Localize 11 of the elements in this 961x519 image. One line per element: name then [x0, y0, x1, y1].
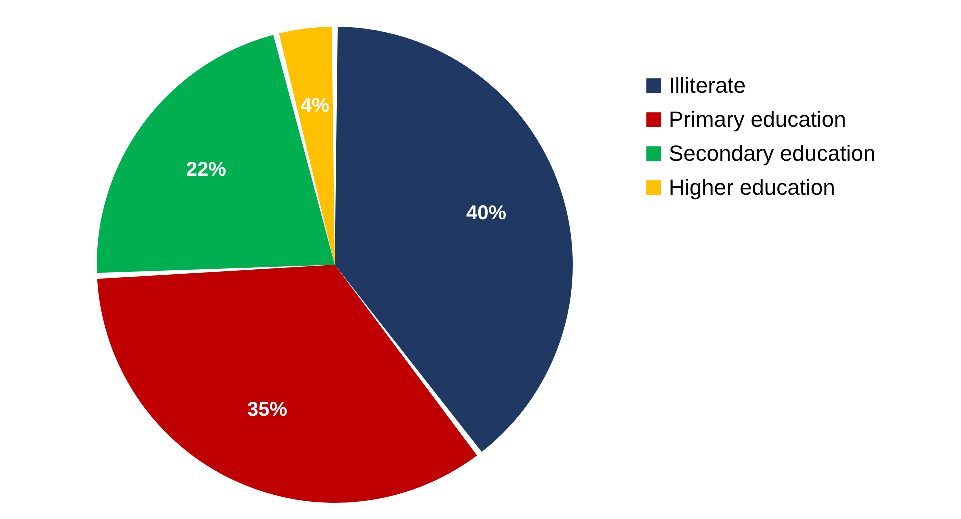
pie-slice: [97, 35, 335, 274]
data-label: 22%: [186, 158, 227, 181]
pie-slice: [97, 265, 478, 503]
legend-label: Illiterate: [669, 73, 746, 98]
legend-label: Secondary education: [669, 141, 876, 166]
legend-label: Primary education: [669, 107, 846, 132]
legend-label: Higher education: [669, 175, 836, 200]
data-label: 35%: [247, 399, 288, 422]
pie-slice: [279, 27, 335, 265]
data-label: 40%: [466, 202, 507, 225]
data-label: 4%: [300, 95, 330, 118]
